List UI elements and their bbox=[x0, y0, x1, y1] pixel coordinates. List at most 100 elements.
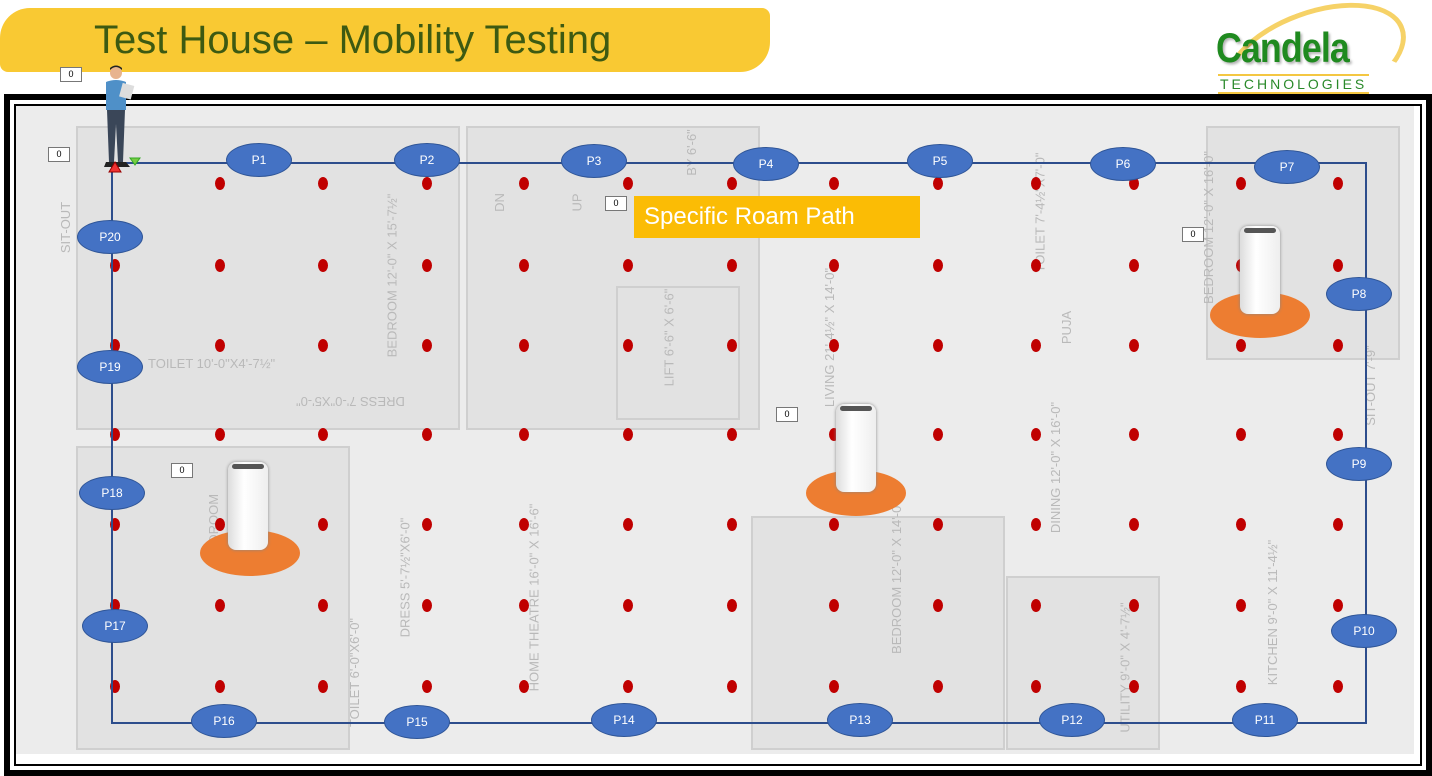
measurement-point bbox=[519, 339, 529, 352]
measurement-point bbox=[1333, 518, 1343, 531]
waypoint-4: P4 bbox=[733, 147, 799, 181]
logo-tagline: TECHNOLOGIES bbox=[1218, 74, 1370, 94]
measurement-point bbox=[829, 599, 839, 612]
measurement-point bbox=[829, 177, 839, 190]
measurement-point bbox=[623, 680, 633, 693]
measurement-point bbox=[933, 259, 943, 272]
measurement-point bbox=[623, 177, 633, 190]
measurement-point bbox=[318, 177, 328, 190]
measurement-point bbox=[1129, 259, 1139, 272]
measurement-point bbox=[933, 680, 943, 693]
counter-box: 0 bbox=[605, 196, 627, 211]
waypoint-7: P7 bbox=[1254, 150, 1320, 184]
measurement-point bbox=[1236, 599, 1246, 612]
measurement-point bbox=[1031, 339, 1041, 352]
waypoint-8: P8 bbox=[1326, 277, 1392, 311]
tester-person-icon bbox=[104, 65, 135, 167]
measurement-point bbox=[110, 339, 120, 352]
measurement-point bbox=[318, 599, 328, 612]
measurement-point bbox=[1333, 428, 1343, 441]
measurement-point bbox=[318, 339, 328, 352]
measurement-point bbox=[933, 428, 943, 441]
measurement-point bbox=[1236, 428, 1246, 441]
waypoint-17: P17 bbox=[82, 609, 148, 643]
measurement-point bbox=[422, 680, 432, 693]
waypoint-16: P16 bbox=[191, 704, 257, 738]
waypoint-13: P13 bbox=[827, 703, 893, 737]
measurement-point bbox=[110, 259, 120, 272]
measurement-point bbox=[829, 339, 839, 352]
waypoint-15: P15 bbox=[384, 705, 450, 739]
start-marker-icon bbox=[108, 157, 141, 173]
measurement-point bbox=[623, 599, 633, 612]
measurement-point bbox=[215, 428, 225, 441]
measurement-point bbox=[1031, 599, 1041, 612]
measurement-point bbox=[829, 680, 839, 693]
waypoint-12: P12 bbox=[1039, 703, 1105, 737]
measurement-point bbox=[215, 259, 225, 272]
measurement-point bbox=[727, 518, 737, 531]
measurement-point bbox=[933, 518, 943, 531]
floor-plan bbox=[16, 106, 1414, 754]
logo-name: Candela bbox=[1216, 24, 1350, 71]
measurement-point bbox=[519, 259, 529, 272]
waypoint-5: P5 bbox=[907, 144, 973, 178]
measurement-point bbox=[1333, 339, 1343, 352]
waypoint-10: P10 bbox=[1331, 614, 1397, 648]
measurement-point bbox=[1129, 177, 1139, 190]
waypoint-11: P11 bbox=[1232, 703, 1298, 737]
measurement-point bbox=[727, 339, 737, 352]
measurement-point bbox=[215, 680, 225, 693]
waypoint-18: P18 bbox=[79, 476, 145, 510]
measurement-point bbox=[422, 599, 432, 612]
waypoint-3: P3 bbox=[561, 144, 627, 178]
candela-logo: Candela TECHNOLOGIES bbox=[1208, 0, 1422, 140]
measurement-point bbox=[1031, 259, 1041, 272]
roam-path-callout: Specific Roam Path bbox=[634, 196, 920, 238]
measurement-point bbox=[623, 339, 633, 352]
measurement-point bbox=[422, 177, 432, 190]
measurement-point bbox=[318, 259, 328, 272]
measurement-point bbox=[623, 259, 633, 272]
measurement-point bbox=[1236, 177, 1246, 190]
room-label: TOILET 10'-0"X4'-7½" bbox=[148, 356, 276, 371]
measurement-point bbox=[215, 599, 225, 612]
counter-box: 0 bbox=[60, 67, 82, 82]
waypoint-20: P20 bbox=[77, 220, 143, 254]
counter-box: 0 bbox=[776, 407, 798, 422]
measurement-point bbox=[623, 518, 633, 531]
room-outline bbox=[616, 286, 740, 420]
measurement-point bbox=[933, 339, 943, 352]
measurement-point bbox=[1236, 339, 1246, 352]
measurement-point bbox=[215, 518, 225, 531]
counter-box: 0 bbox=[1182, 227, 1204, 242]
waypoint-14: P14 bbox=[591, 703, 657, 737]
measurement-point bbox=[1129, 428, 1139, 441]
counter-box: 0 bbox=[171, 463, 193, 478]
room-outline bbox=[76, 126, 460, 430]
measurement-point bbox=[1333, 599, 1343, 612]
measurement-point bbox=[422, 428, 432, 441]
counter-box: 0 bbox=[48, 147, 70, 162]
measurement-point bbox=[1333, 177, 1343, 190]
measurement-point bbox=[110, 599, 120, 612]
measurement-point bbox=[215, 177, 225, 190]
measurement-point bbox=[519, 177, 529, 190]
measurement-point bbox=[1129, 599, 1139, 612]
measurement-point bbox=[318, 518, 328, 531]
measurement-point bbox=[519, 518, 529, 531]
measurement-point bbox=[215, 339, 225, 352]
measurement-point bbox=[1031, 680, 1041, 693]
measurement-point bbox=[1129, 680, 1139, 693]
measurement-point bbox=[1333, 259, 1343, 272]
slide-title: Test House – Mobility Testing bbox=[94, 18, 612, 62]
measurement-point bbox=[318, 680, 328, 693]
measurement-point bbox=[933, 177, 943, 190]
room-label: SIT-OUT bbox=[58, 201, 74, 254]
measurement-point bbox=[110, 680, 120, 693]
measurement-point bbox=[519, 599, 529, 612]
measurement-point bbox=[829, 259, 839, 272]
measurement-point bbox=[727, 680, 737, 693]
measurement-point bbox=[318, 428, 328, 441]
measurement-point bbox=[1236, 518, 1246, 531]
